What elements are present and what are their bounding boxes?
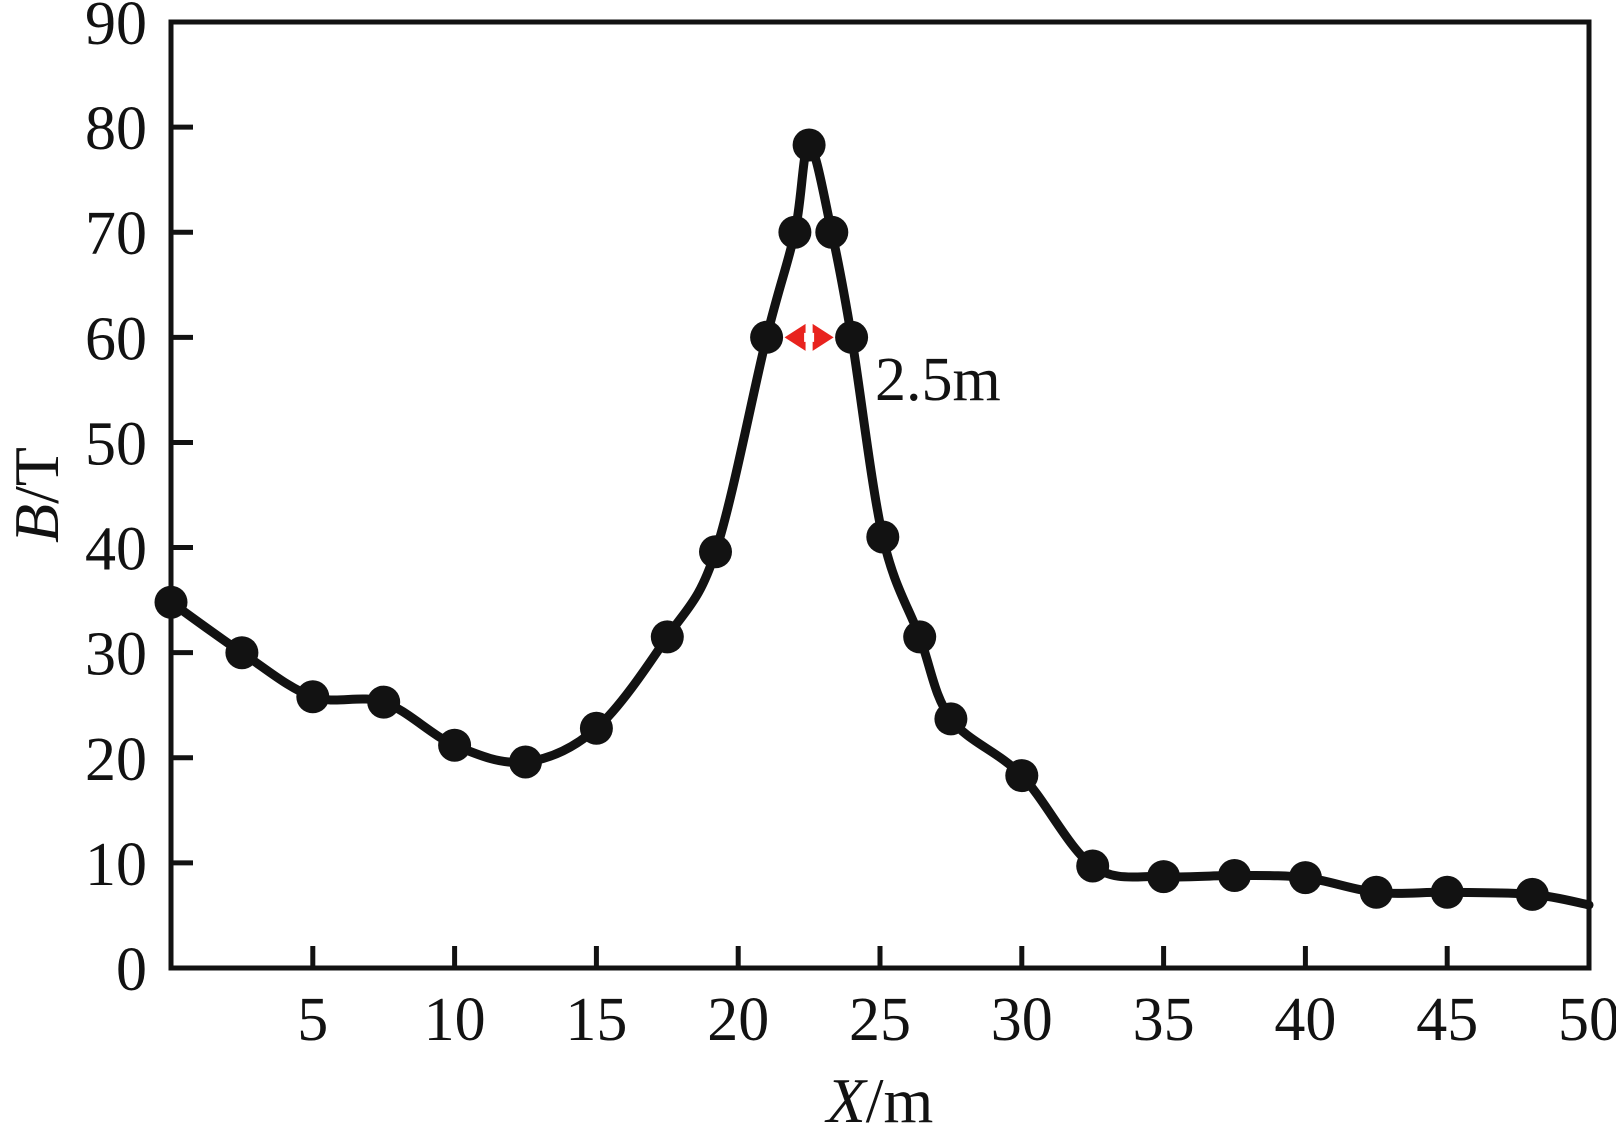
y-axis-variable: B xyxy=(1,504,72,543)
width-arrow-left-head xyxy=(784,323,806,351)
data-point-marker xyxy=(866,520,900,554)
data-point-markers xyxy=(154,128,1549,911)
y-tick-label: 20 xyxy=(85,726,147,794)
data-point-marker xyxy=(699,535,732,569)
data-point-marker xyxy=(650,620,684,654)
data-point-marker xyxy=(225,636,259,670)
width-annotation-label: 2.5m xyxy=(875,346,1001,414)
x-tick-label: 10 xyxy=(424,986,486,1054)
width-arrow-right-head xyxy=(812,323,834,351)
data-point-marker xyxy=(1288,861,1322,895)
x-tick-label: 50 xyxy=(1558,986,1616,1054)
data-point-marker xyxy=(1076,849,1110,883)
y-tick-label: 50 xyxy=(85,410,147,478)
data-point-marker xyxy=(296,680,330,714)
data-point-marker xyxy=(1359,875,1393,909)
y-tick-label: 10 xyxy=(85,831,147,899)
data-point-marker xyxy=(934,702,968,736)
data-point-marker xyxy=(1430,875,1464,909)
y-tick-label: 70 xyxy=(85,200,147,268)
x-tick-label: 25 xyxy=(849,986,911,1054)
y-tick-label: 90 xyxy=(85,0,147,58)
x-tick-label: 20 xyxy=(707,986,769,1054)
x-tick-label: 35 xyxy=(1133,986,1195,1054)
y-axis-unit: /T xyxy=(1,447,72,504)
data-point-marker xyxy=(835,320,869,354)
y-tick-label: 60 xyxy=(85,305,147,373)
data-point-marker xyxy=(154,585,188,619)
data-point-marker xyxy=(509,745,542,779)
data-point-marker xyxy=(367,685,401,719)
x-tick-label: 45 xyxy=(1416,986,1478,1054)
y-tick-label: 30 xyxy=(85,621,147,689)
data-point-marker xyxy=(1005,759,1039,793)
x-tick-label: 5 xyxy=(297,986,328,1054)
x-tick-label: 30 xyxy=(991,986,1053,1054)
data-point-marker xyxy=(903,620,937,654)
y-axis-ticks xyxy=(171,124,193,866)
data-point-marker xyxy=(1147,860,1181,894)
data-point-marker xyxy=(438,728,472,762)
x-axis-tick-labels: 5 10 15 20 25 30 35 40 45 50 xyxy=(297,986,1616,1054)
data-point-marker xyxy=(778,215,812,249)
x-axis-ticks xyxy=(310,946,1450,968)
data-point-marker xyxy=(792,128,826,162)
x-tick-label: 40 xyxy=(1274,986,1336,1054)
data-point-marker xyxy=(1515,877,1549,911)
data-curve xyxy=(166,140,1594,910)
data-point-marker xyxy=(815,215,849,249)
data-point-marker xyxy=(1218,859,1251,892)
data-point-marker xyxy=(750,320,784,354)
x-tick-label: 15 xyxy=(565,986,627,1054)
x-axis-variable: X xyxy=(824,1065,869,1136)
y-tick-label: 80 xyxy=(85,95,147,163)
width-annotation: 2.5m xyxy=(784,323,1001,414)
y-tick-label: 0 xyxy=(116,936,147,1004)
x-axis-title: X/m xyxy=(824,1065,934,1136)
y-axis-tick-labels: 0 10 20 30 40 50 60 70 80 90 xyxy=(85,0,147,1004)
data-point-marker xyxy=(579,711,613,745)
x-axis-unit: /m xyxy=(866,1065,934,1136)
y-axis-title: B/T xyxy=(1,447,72,543)
y-tick-label: 40 xyxy=(85,516,147,584)
